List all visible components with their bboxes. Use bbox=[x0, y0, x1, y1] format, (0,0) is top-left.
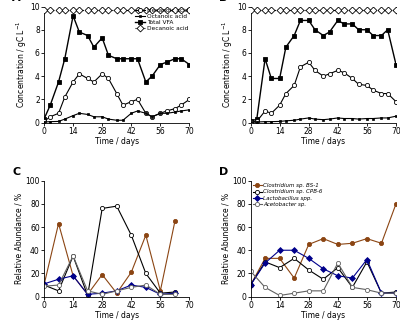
Legend: Clostridium sp. BS-1, Clostridium sp. CPB-6, Lactobacillus spp., Acetobacter sp.: Clostridium sp. BS-1, Clostridium sp. CP… bbox=[251, 181, 325, 209]
Y-axis label: Relative Abundance / %: Relative Abundance / % bbox=[222, 193, 230, 284]
X-axis label: Time / days: Time / days bbox=[301, 311, 345, 320]
Text: B: B bbox=[218, 0, 227, 3]
X-axis label: Time / days: Time / days bbox=[301, 137, 345, 146]
Text: A: A bbox=[12, 0, 21, 3]
Y-axis label: Concentration / gC L$^{-1}$: Concentration / gC L$^{-1}$ bbox=[14, 21, 29, 108]
X-axis label: Time / days: Time / days bbox=[95, 311, 139, 320]
Y-axis label: Relative Abundance / %: Relative Abundance / % bbox=[15, 193, 24, 284]
Text: C: C bbox=[12, 167, 20, 177]
X-axis label: Time / days: Time / days bbox=[95, 137, 139, 146]
Text: D: D bbox=[218, 167, 228, 177]
Y-axis label: Concentration / gC L$^{-1}$: Concentration / gC L$^{-1}$ bbox=[221, 21, 235, 108]
Legend: Hexanoic acid, Octanoic acid, Total VFA, Decanoic acid: Hexanoic acid, Octanoic acid, Total VFA,… bbox=[134, 7, 189, 31]
